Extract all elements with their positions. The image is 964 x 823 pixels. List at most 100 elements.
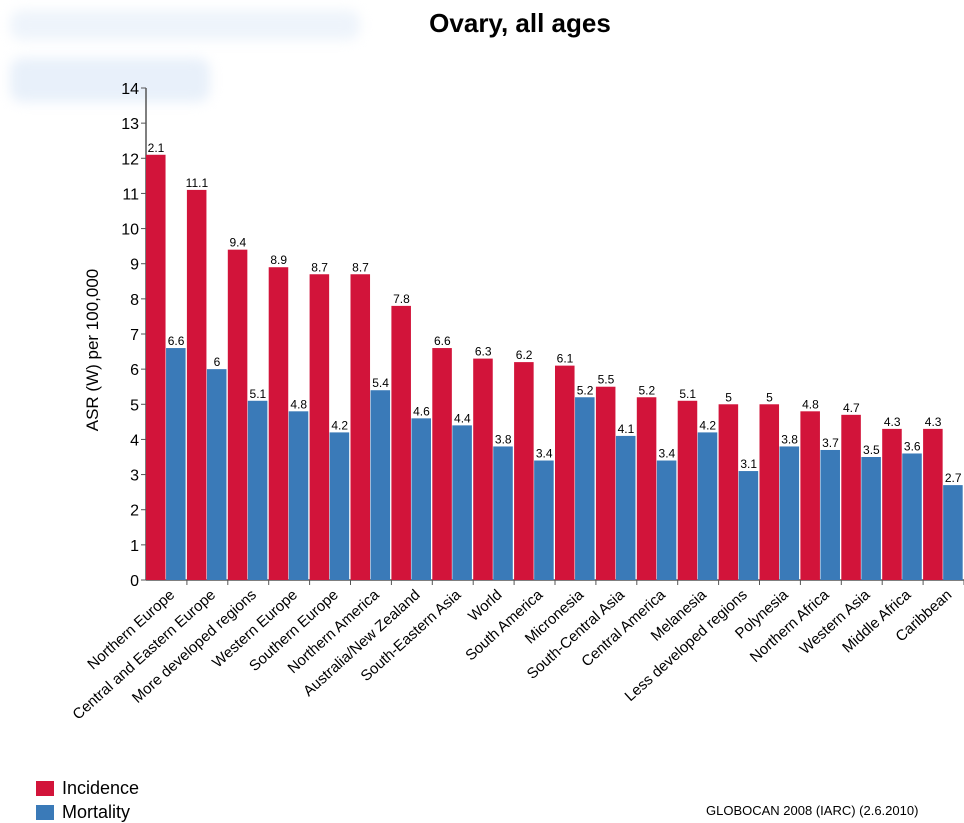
value-label-mortality: 5.2 xyxy=(577,383,594,397)
bar-incidence xyxy=(473,358,493,580)
value-label-mortality: 4.2 xyxy=(331,418,348,432)
bar-mortality xyxy=(615,435,636,580)
value-label-mortality: 5.1 xyxy=(250,387,267,401)
value-label-incidence: 4.7 xyxy=(843,401,860,415)
y-tick-label: 14 xyxy=(121,81,139,98)
value-label-mortality: 3.5 xyxy=(863,443,880,457)
value-label-mortality: 5.4 xyxy=(372,376,389,390)
value-label-mortality: 4.4 xyxy=(454,411,471,425)
legend-label-mortality: Mortality xyxy=(62,802,131,822)
bar-incidence xyxy=(923,428,943,580)
bar-mortality xyxy=(861,457,881,580)
bar-incidence xyxy=(555,365,575,580)
value-label-incidence: 5 xyxy=(766,390,773,404)
bar-incidence xyxy=(146,154,166,580)
incidence-swatch xyxy=(36,781,54,796)
y-tick-label: 9 xyxy=(130,257,139,274)
bar-mortality xyxy=(452,425,472,580)
bar-mortality xyxy=(247,400,268,580)
value-label-mortality: 3.8 xyxy=(781,432,798,446)
legend-item-mortality: Mortality xyxy=(36,802,130,823)
bar-incidence xyxy=(636,397,657,580)
value-label-incidence: 4.3 xyxy=(925,415,942,429)
value-label-mortality: 3.8 xyxy=(495,432,512,446)
value-label-incidence: 5.1 xyxy=(679,387,696,401)
bar-mortality xyxy=(534,460,554,580)
bar-incidence xyxy=(227,249,248,580)
bar-mortality xyxy=(820,449,840,580)
value-label-incidence: 5 xyxy=(725,390,732,404)
bar-incidence xyxy=(391,305,411,580)
y-tick-label: 6 xyxy=(130,362,139,379)
value-label-incidence: 8.7 xyxy=(352,260,369,274)
value-label-incidence: 8.7 xyxy=(311,260,328,274)
value-label-mortality: 3.7 xyxy=(822,436,839,450)
value-label-mortality: 4.2 xyxy=(699,418,716,432)
bar-mortality xyxy=(902,453,922,580)
bar-mortality xyxy=(166,348,186,580)
y-tick-label: 1 xyxy=(130,538,139,555)
y-axis-label: ASR (W) per 100,000 xyxy=(83,269,102,432)
bar-mortality xyxy=(697,432,718,580)
bar-mortality xyxy=(493,446,513,580)
bar-incidence xyxy=(350,274,371,580)
value-label-incidence: 6.2 xyxy=(516,348,533,362)
y-tick-label: 12 xyxy=(121,151,139,168)
value-label-mortality: 6 xyxy=(214,355,221,369)
value-label-mortality: 4.6 xyxy=(413,404,430,418)
legend-item-incidence: Incidence xyxy=(36,778,139,799)
chart-title: Ovary, all ages xyxy=(429,8,611,38)
value-label-incidence: 5.5 xyxy=(598,373,615,387)
value-label-incidence: 6.3 xyxy=(475,345,492,359)
bar-mortality xyxy=(206,369,227,580)
y-tick-label: 4 xyxy=(130,432,139,449)
bar-mortality xyxy=(779,446,800,580)
value-label-mortality: 4.8 xyxy=(290,397,307,411)
y-tick-label: 2 xyxy=(130,503,139,520)
y-tick-label: 5 xyxy=(130,397,139,414)
bar-incidence xyxy=(514,362,534,580)
bar-incidence xyxy=(800,411,820,580)
bar-incidence xyxy=(595,386,616,580)
value-label-incidence: 8.9 xyxy=(270,253,287,267)
bar-incidence xyxy=(677,400,698,580)
value-label-mortality: 2.7 xyxy=(945,471,962,485)
value-label-incidence: 5.2 xyxy=(638,383,655,397)
source-credit: GLOBOCAN 2008 (IARC) (2.6.2010) xyxy=(706,803,919,818)
value-label-incidence: 2.1 xyxy=(148,141,165,155)
value-label-mortality: 3.4 xyxy=(536,447,553,461)
legend-label-incidence: Incidence xyxy=(62,778,140,798)
bar-mortality xyxy=(943,485,963,580)
y-tick-label: 11 xyxy=(122,186,139,203)
bar-mortality xyxy=(370,390,391,580)
chart-bars xyxy=(146,154,963,580)
mortality-swatch xyxy=(36,805,54,820)
value-label-mortality: 6.6 xyxy=(168,334,185,348)
y-tick-label: 0 xyxy=(130,573,139,590)
bar-incidence xyxy=(841,414,861,580)
bar-incidence xyxy=(268,267,289,580)
bar-mortality xyxy=(575,397,595,580)
background-artifact xyxy=(10,58,210,102)
bar-mortality xyxy=(288,411,309,580)
y-tick-label: 8 xyxy=(130,292,139,309)
bar-mortality xyxy=(411,418,431,580)
bar-mortality xyxy=(329,432,350,580)
value-label-mortality: 3.6 xyxy=(904,439,921,453)
value-label-mortality: 4.1 xyxy=(618,422,635,436)
bar-incidence xyxy=(186,189,207,580)
value-label-incidence: 7.8 xyxy=(393,292,410,306)
value-label-incidence: 9.4 xyxy=(229,236,246,250)
bar-mortality xyxy=(738,471,759,580)
background-artifact xyxy=(10,10,360,40)
y-tick-label: 7 xyxy=(130,327,139,344)
value-label-incidence: 4.8 xyxy=(802,397,819,411)
y-tick-label: 3 xyxy=(130,468,139,485)
bar-mortality xyxy=(656,460,677,580)
value-label-incidence: 11.1 xyxy=(186,176,209,190)
value-label-incidence: 6.6 xyxy=(434,334,451,348)
value-label-mortality: 3.4 xyxy=(659,447,676,461)
value-label-incidence: 6.1 xyxy=(557,352,574,366)
bar-incidence xyxy=(432,348,452,580)
y-tick-label: 10 xyxy=(121,222,139,239)
